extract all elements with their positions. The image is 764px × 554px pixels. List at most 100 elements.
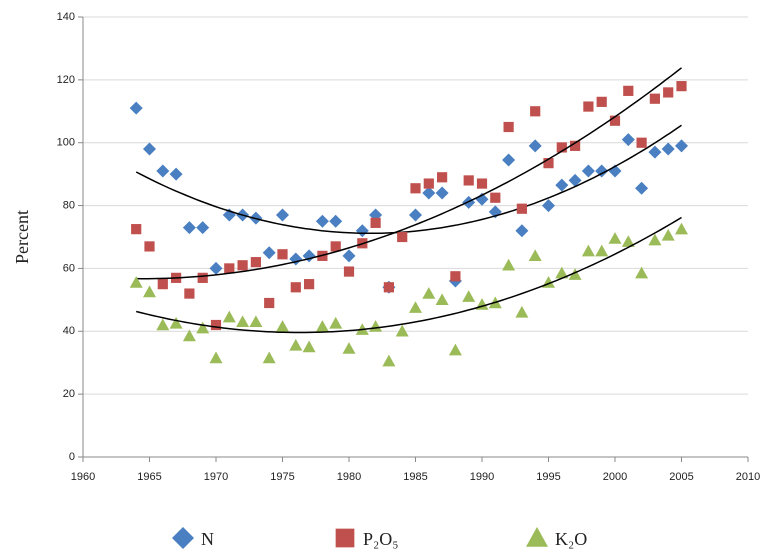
point: [435, 186, 449, 200]
point: [609, 115, 621, 126]
point: [636, 137, 647, 148]
point: [290, 282, 301, 293]
legend-marker: [172, 527, 194, 549]
point: [463, 175, 474, 186]
point: [422, 186, 436, 200]
point: [184, 288, 195, 299]
point: [276, 320, 289, 332]
y-tick-label: 40: [63, 325, 75, 337]
point: [542, 199, 555, 213]
point: [196, 321, 210, 334]
point: [129, 101, 143, 115]
point: [649, 93, 660, 104]
point: [568, 268, 582, 280]
legend-marker: [335, 528, 355, 548]
y-tick-label: 120: [57, 74, 75, 86]
point: [516, 203, 527, 214]
point: [462, 195, 476, 209]
point: [595, 244, 609, 257]
point: [635, 181, 649, 195]
point: [648, 145, 662, 159]
point: [197, 272, 208, 283]
trendline: [136, 216, 682, 334]
point: [250, 257, 261, 268]
point: [236, 315, 250, 328]
point: [675, 139, 688, 153]
point: [143, 285, 156, 298]
y-axis-label: Percent: [12, 210, 32, 264]
x-tick-label: 1970: [204, 471, 228, 483]
point: [370, 217, 381, 228]
point: [209, 261, 223, 275]
point: [528, 249, 542, 262]
trendline: [136, 67, 682, 280]
y-tick-label: 80: [63, 199, 75, 211]
point: [276, 208, 289, 222]
point: [422, 287, 436, 299]
point: [502, 258, 516, 271]
point: [410, 183, 421, 194]
point: [543, 158, 554, 169]
point: [342, 342, 356, 354]
x-tick-label: 1990: [470, 471, 494, 483]
point: [596, 96, 607, 107]
point: [169, 316, 183, 329]
legend-label: N: [201, 529, 214, 549]
point: [129, 276, 143, 288]
point: [302, 340, 316, 353]
point: [556, 142, 567, 153]
legend-label: P₂O₅: [363, 529, 399, 549]
point: [169, 167, 183, 181]
point: [210, 319, 222, 331]
y-tick-label: 20: [63, 388, 75, 400]
point: [676, 81, 687, 92]
point: [635, 266, 649, 279]
point: [224, 263, 235, 274]
point: [156, 164, 170, 178]
point: [555, 266, 569, 279]
x-tick-label: 1980: [337, 471, 361, 483]
point: [355, 224, 369, 238]
x-tick-label: 1985: [403, 471, 427, 483]
point: [621, 235, 635, 247]
point: [383, 282, 394, 293]
y-tick-label: 0: [69, 451, 75, 463]
point: [156, 318, 170, 331]
point: [342, 249, 356, 263]
y-tick-label: 60: [63, 262, 75, 274]
point: [382, 354, 396, 367]
point: [450, 271, 461, 282]
legend-label: K₂O: [555, 529, 587, 549]
point: [144, 241, 155, 252]
point: [329, 316, 343, 329]
point: [262, 351, 276, 364]
point: [568, 173, 582, 187]
x-tick-label: 1965: [137, 471, 161, 483]
point: [277, 249, 288, 260]
point: [476, 178, 488, 189]
trendline: [135, 124, 682, 235]
point: [182, 329, 196, 342]
point: [608, 232, 622, 244]
x-tick-label: 1960: [71, 471, 95, 483]
point: [648, 233, 662, 246]
point: [661, 142, 675, 156]
point: [528, 139, 542, 153]
point: [448, 343, 462, 356]
point: [623, 85, 634, 96]
legend-marker: [526, 527, 548, 547]
x-tick-label: 2010: [736, 471, 760, 483]
point: [581, 244, 595, 257]
point: [661, 228, 675, 241]
x-tick-label: 1995: [536, 471, 560, 483]
point: [595, 164, 609, 178]
point: [462, 290, 476, 302]
point: [490, 192, 501, 203]
point: [435, 293, 449, 306]
point: [209, 351, 223, 364]
point: [437, 172, 448, 183]
point: [315, 320, 329, 332]
point: [409, 301, 422, 313]
point: [663, 87, 674, 98]
point: [397, 231, 408, 243]
